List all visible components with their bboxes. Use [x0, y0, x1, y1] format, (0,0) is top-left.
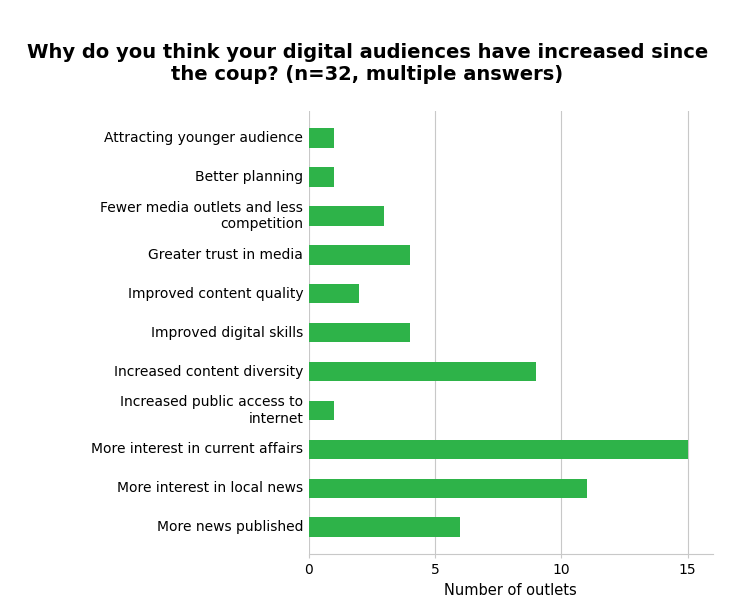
Text: Why do you think your digital audiences have increased since
the coup? (n=32, mu: Why do you think your digital audiences …: [27, 43, 708, 84]
Bar: [309, 401, 334, 420]
Bar: [309, 362, 536, 381]
Bar: [309, 128, 334, 148]
Bar: [309, 168, 334, 187]
Bar: [309, 206, 384, 225]
X-axis label: Number of outlets: Number of outlets: [445, 583, 577, 598]
Bar: [309, 517, 460, 537]
Bar: [309, 284, 359, 304]
Bar: [309, 479, 587, 498]
Bar: [309, 323, 410, 342]
Bar: [309, 245, 410, 264]
Bar: [309, 440, 688, 459]
